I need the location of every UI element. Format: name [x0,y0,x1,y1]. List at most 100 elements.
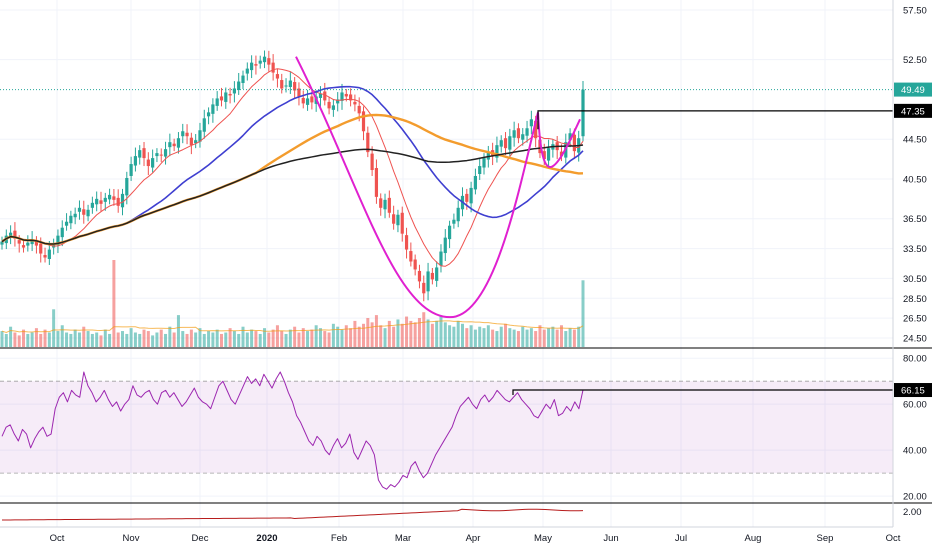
candle [499,135,503,153]
volume-bar [224,332,228,347]
candle-body [52,243,56,248]
volume-bar [469,325,473,347]
volume-bar [353,320,357,347]
candle-body [69,215,73,224]
volume-bar [39,333,43,347]
volume-bar [297,332,301,347]
volume-bar [125,333,129,347]
candle-body [542,151,546,160]
candle [443,229,447,261]
candle-body [34,241,39,246]
volume-bar [516,331,520,347]
candle-body [159,154,163,156]
candle-body [482,158,486,168]
candle-body [340,92,344,101]
candle-body [284,85,288,87]
volume-bar [512,329,516,347]
candle-body [258,60,262,64]
candle-body [172,143,176,147]
x-tick-label: Nov [123,533,140,544]
candle-body [271,62,275,73]
volume-bar [254,331,258,347]
volume-bar [392,326,396,347]
volume-bar [103,329,107,347]
volume-bar [185,333,189,347]
candle-body [21,245,26,248]
candle-body [9,232,13,238]
rsi-band-fill [0,381,893,474]
candle-body [417,270,422,282]
rsi-tag: 66.15 [894,383,932,398]
candle [219,87,224,107]
candle [452,213,456,229]
candle-body [0,241,4,245]
price-tick-label: 26.50 [903,314,927,325]
candle [284,78,288,93]
volume-bar [86,331,90,347]
candle [262,50,267,69]
x-tick-label: Sep [817,533,834,544]
volume-bar [60,325,64,347]
candle-body [361,111,366,132]
candle [366,126,370,158]
candle-body [189,137,193,146]
candle [133,147,138,172]
candle [189,132,193,155]
volume-bar [443,322,447,347]
candle-body [495,145,499,158]
candle [301,90,305,109]
volume-ma-line [1,320,584,334]
candle [254,55,258,75]
candle [323,82,327,106]
candle-body [194,140,198,144]
price-tick-label: 33.50 [903,244,927,255]
candle [413,254,417,276]
candle [422,275,426,302]
volume-bar [211,332,215,347]
candle-body [237,81,241,90]
candle [95,191,99,212]
volume-bar [164,333,168,347]
candle [241,70,245,89]
candle-body [396,214,400,226]
candle-body [318,93,323,98]
candle [99,191,103,212]
candle [297,82,301,106]
candle [13,222,17,247]
volume-bar [422,312,426,347]
volume-bar [181,331,185,347]
price-tick-label: 24.50 [903,334,927,345]
candle-body [331,105,335,110]
volume-bar [133,332,137,347]
candle-body [465,193,469,202]
candle-body [512,130,516,138]
volume-bar [82,326,86,347]
candle-body [206,112,211,117]
candle [331,99,335,117]
candle-body [198,130,202,142]
volume-bar [108,333,112,347]
candle-body [116,197,120,206]
volume-bar [383,328,387,347]
candle [503,132,508,156]
volume-bar [151,335,155,347]
candle [280,73,284,94]
candle [447,220,452,249]
candle-body [546,148,551,161]
candle-body [404,235,409,250]
candle-body [82,209,86,215]
candle [383,193,387,219]
candle [194,134,198,149]
candle-body [473,175,478,190]
candle-body [275,74,280,79]
volume-bar [258,333,262,347]
volume-bar [245,332,249,347]
candle-body [374,168,379,197]
candle-body [125,177,129,196]
rsi-tag-bg [894,383,932,398]
volume-bar [284,333,288,347]
volume-bar [17,335,21,347]
volume-bar [4,333,8,347]
candle-body [516,128,521,139]
